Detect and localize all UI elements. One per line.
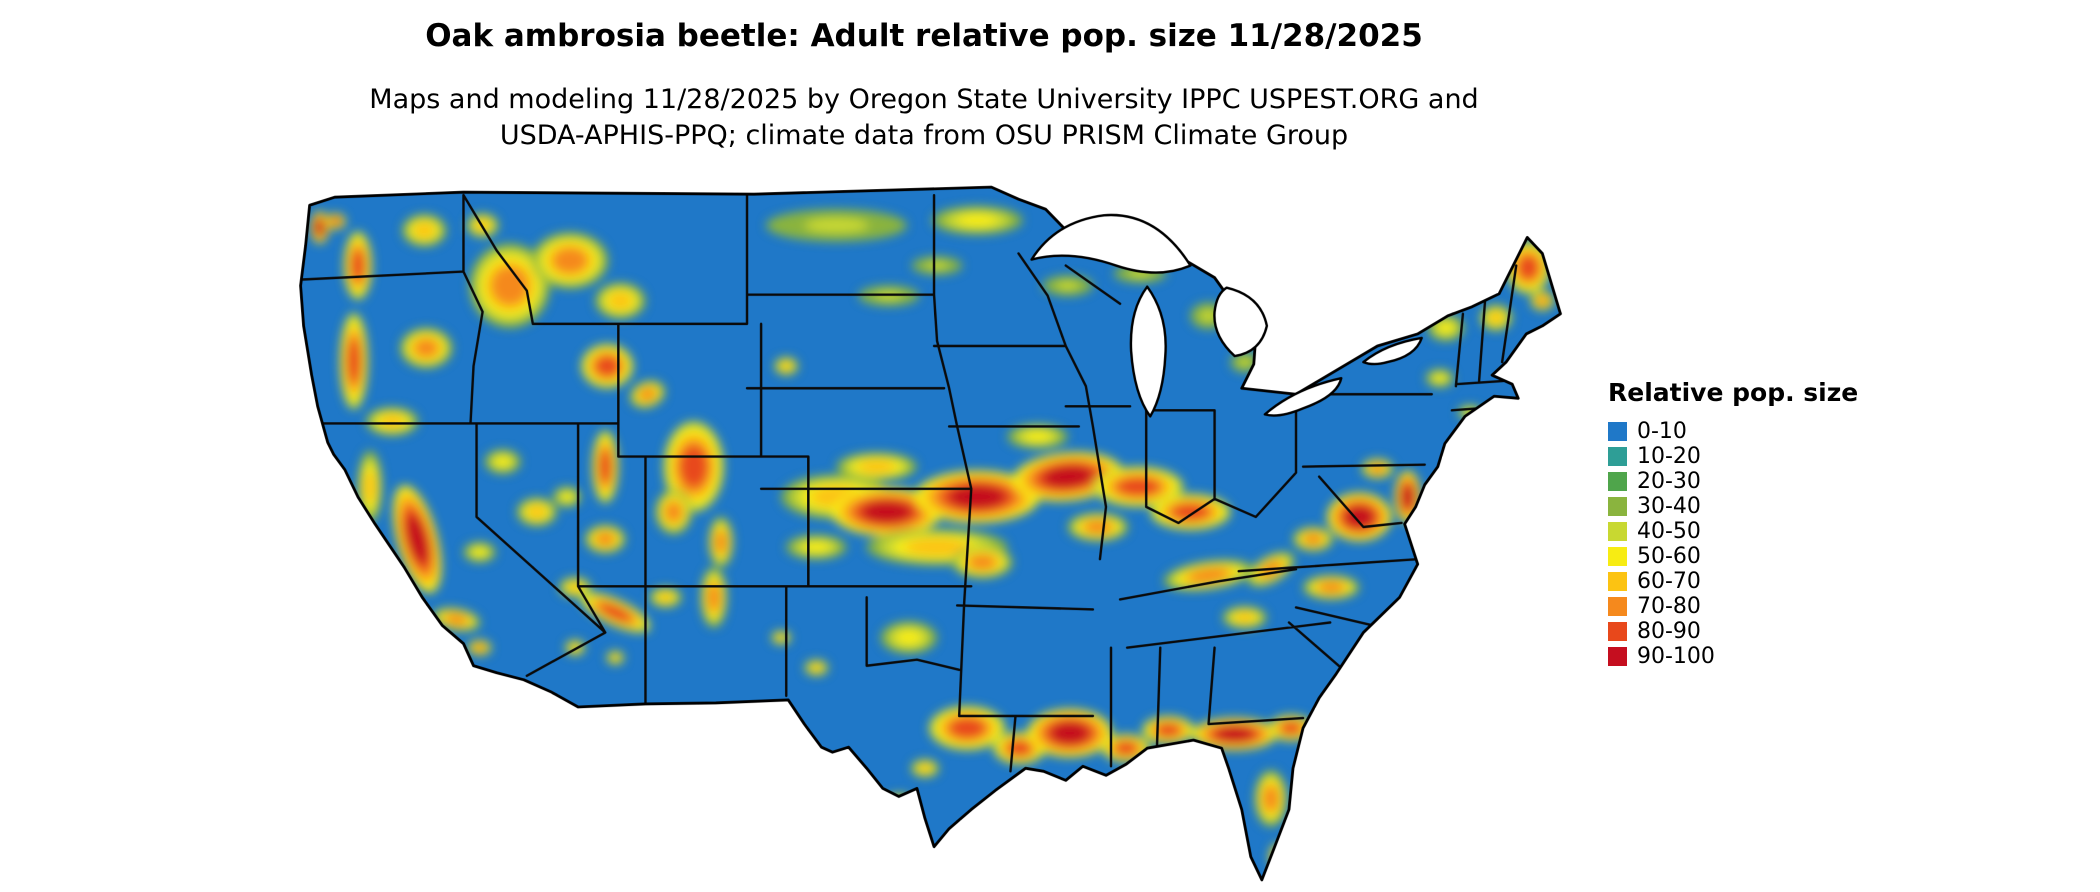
subtitle: Maps and modeling 11/28/2025 by Oregon S… <box>0 82 1848 154</box>
legend-item: 60-70 <box>1608 569 1868 594</box>
legend-swatch-20-30 <box>1608 472 1627 491</box>
legend-swatch-40-50 <box>1608 522 1627 541</box>
legend-item: 0-10 <box>1608 419 1868 444</box>
header: Oak ambrosia beetle: Adult relative pop.… <box>0 18 1848 54</box>
legend-item: 40-50 <box>1608 519 1868 544</box>
legend-item: 70-80 <box>1608 594 1868 619</box>
great-lakes <box>1030 213 1423 418</box>
legend-item: 90-100 <box>1608 644 1868 669</box>
legend-title: Relative pop. size <box>1608 378 1859 407</box>
lake-michigan <box>1129 285 1167 418</box>
legend-item: 50-60 <box>1608 544 1868 569</box>
legend-label: 20-30 <box>1637 469 1701 494</box>
legend-label: 0-10 <box>1637 419 1687 444</box>
legend-label: 60-70 <box>1637 569 1701 594</box>
legend-item: 30-40 <box>1608 494 1868 519</box>
subtitle-line-2: USDA-APHIS-PPQ; climate data from OSU PR… <box>499 120 1349 151</box>
legend-item: 20-30 <box>1608 469 1868 494</box>
legend-swatch-0-10 <box>1608 422 1627 441</box>
legend-swatch-60-70 <box>1608 572 1627 591</box>
legend-label: 30-40 <box>1637 494 1701 519</box>
lake-ontario <box>1362 336 1423 366</box>
state-borders <box>300 193 1518 773</box>
legend-item: 80-90 <box>1608 619 1868 644</box>
lake-erie <box>1263 376 1343 417</box>
subtitle-line-1: Maps and modeling 11/28/2025 by Oregon S… <box>369 84 1479 115</box>
legend-swatch-50-60 <box>1608 547 1627 566</box>
legend-swatch-30-40 <box>1608 497 1627 516</box>
legend-swatch-90-100 <box>1608 647 1627 666</box>
legend-label: 90-100 <box>1637 644 1715 669</box>
legend: Relative pop. size 0-10 10-20 20-30 30-4… <box>1608 378 1868 669</box>
lake-huron <box>1213 286 1269 358</box>
us-population-map <box>299 185 1562 882</box>
legend-label: 40-50 <box>1637 519 1701 544</box>
legend-swatch-80-90 <box>1608 622 1627 641</box>
legend-label: 70-80 <box>1637 594 1701 619</box>
legend-swatch-70-80 <box>1608 597 1627 616</box>
legend-label: 80-90 <box>1637 619 1701 644</box>
legend-swatch-10-20 <box>1608 447 1627 466</box>
heat-raster <box>310 206 1555 871</box>
page-title: Oak ambrosia beetle: Adult relative pop.… <box>425 18 1423 54</box>
legend-label: 10-20 <box>1637 444 1701 469</box>
legend-label: 50-60 <box>1637 544 1701 569</box>
legend-item: 10-20 <box>1608 444 1868 469</box>
map-container <box>272 165 1582 892</box>
lake-superior <box>1030 213 1192 274</box>
